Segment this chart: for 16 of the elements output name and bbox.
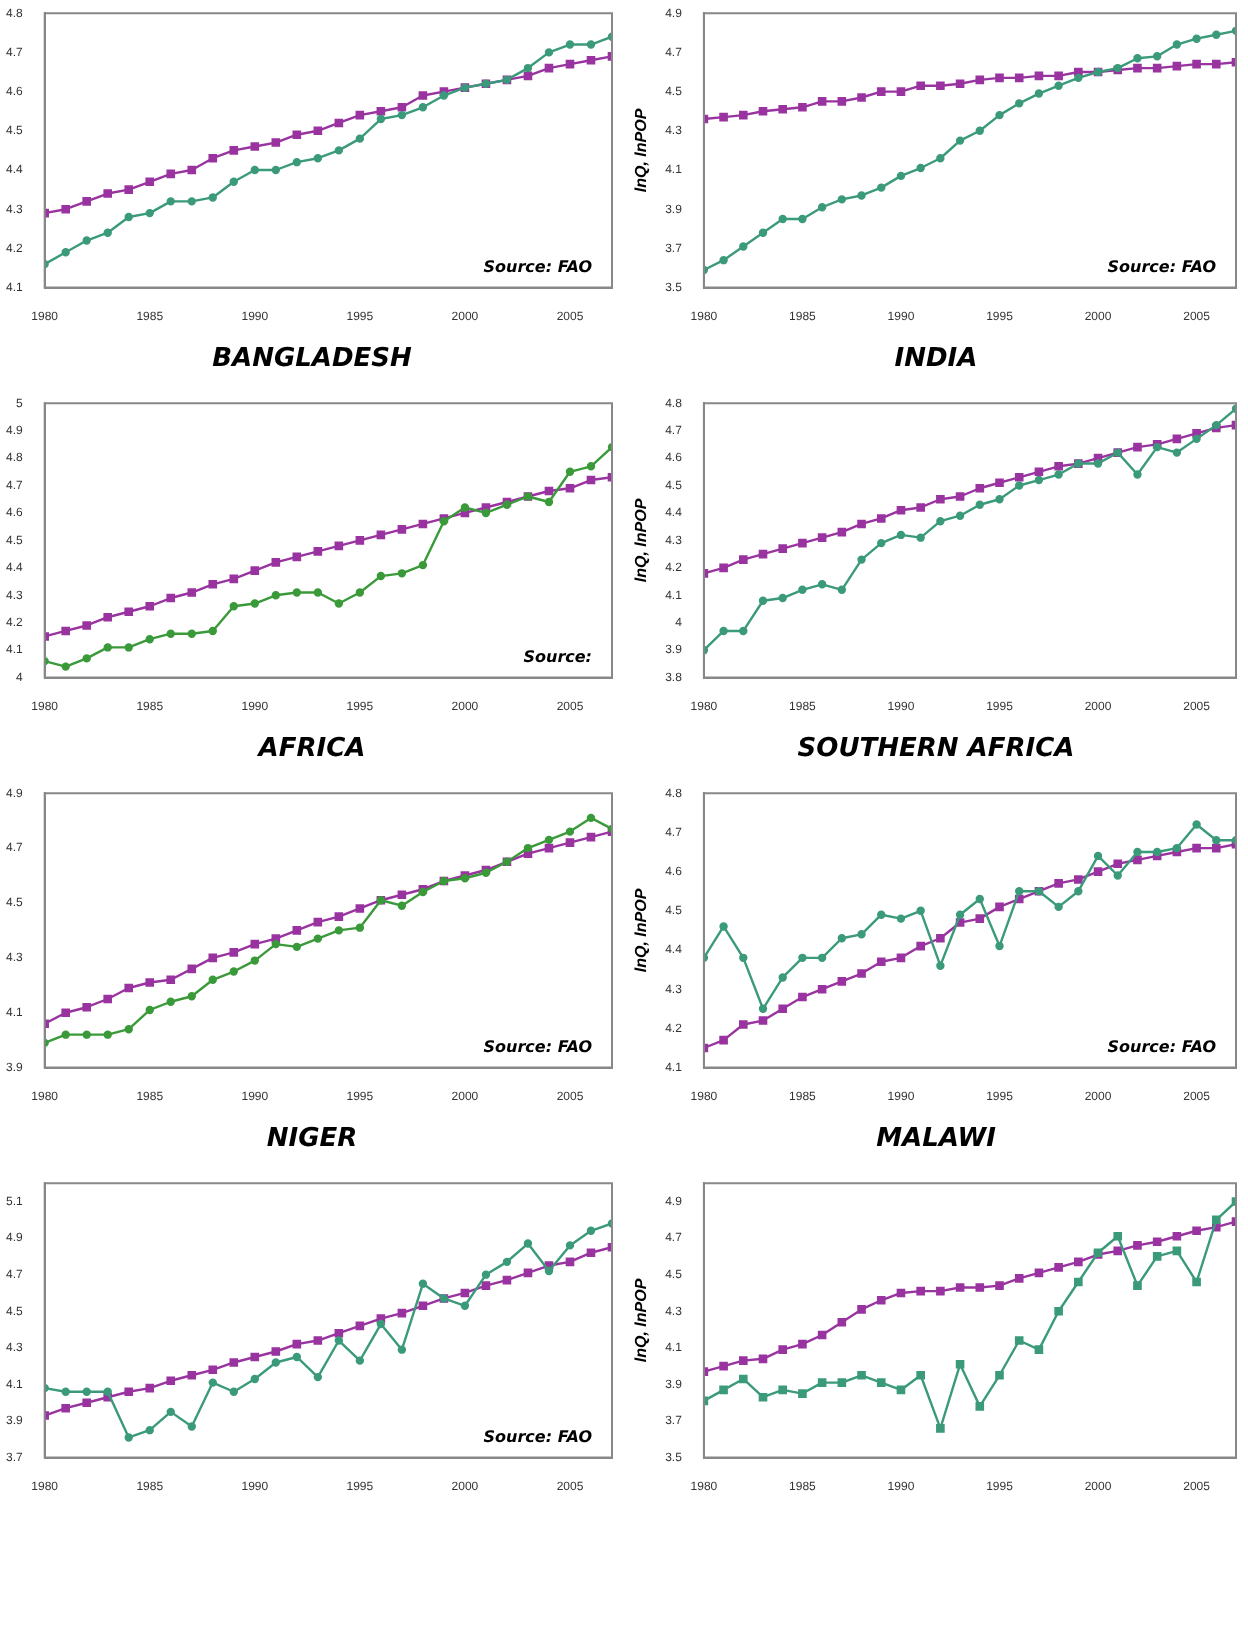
annotation: Source: FAO [483, 1037, 593, 1056]
chart-title: SOUTHERN AFRICA [795, 732, 1077, 768]
y-axis-title: lnQ, lnPOP [632, 107, 651, 193]
chart-title: AFRICA [255, 732, 368, 768]
y-axis-title: lnQ, lnPOP [632, 1277, 651, 1363]
y-axis-title: lnQ, lnPOP [632, 497, 651, 583]
chart-title: INDIA [892, 342, 980, 378]
y-axis-title: lnQ, lnPOP [632, 887, 651, 973]
annotation: Source: FAO [483, 1427, 593, 1446]
chart-title: BANGLADESH [210, 342, 414, 378]
chart-title: NIGER [264, 1122, 360, 1158]
annotation: Source: FAO [1107, 1037, 1217, 1056]
annotation: Source: [523, 647, 592, 666]
annotation: Source: FAO [483, 257, 593, 276]
annotation: Source: FAO [1107, 257, 1217, 276]
chart-title: MALAWI [874, 1122, 998, 1158]
